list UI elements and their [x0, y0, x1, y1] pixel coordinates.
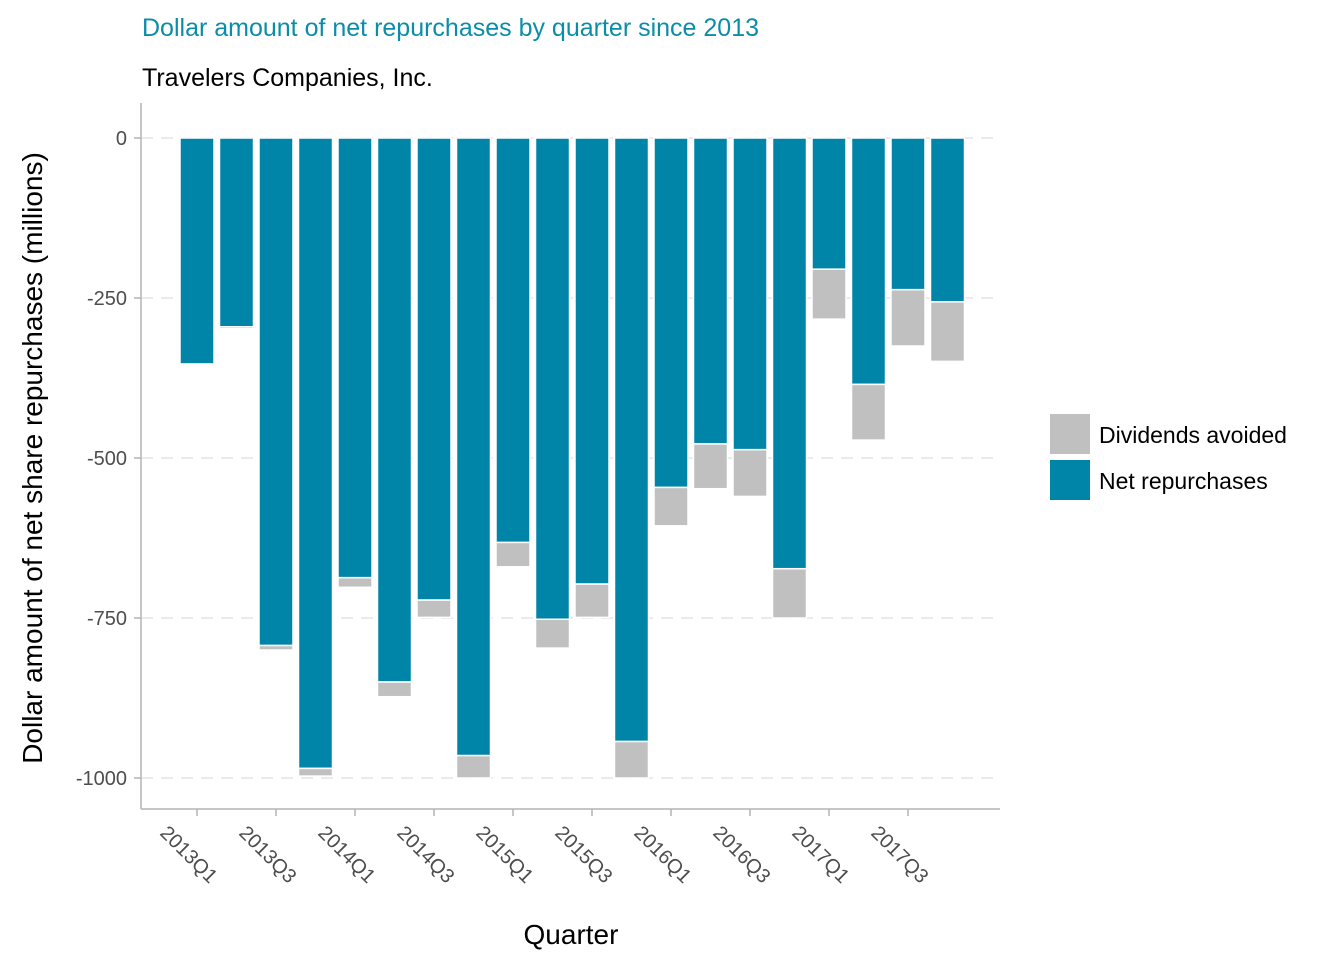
bar-net-repurchases — [218, 137, 255, 328]
y-tick-label: -750 — [87, 608, 127, 630]
bar-net-repurchases — [416, 137, 452, 601]
x-tick-label: 2013Q3 — [234, 822, 300, 888]
bar-net-repurchases — [811, 137, 847, 270]
bar-dividends-avoided — [850, 383, 887, 441]
bar-dividends-avoided — [376, 681, 413, 698]
y-tick-label: -250 — [87, 288, 127, 310]
y-tick-label: -500 — [87, 448, 127, 470]
bar-net-repurchases — [495, 137, 531, 544]
bar-net-repurchases — [258, 137, 294, 647]
bar-dividends-avoided — [929, 301, 966, 363]
x-tick-label: 2016Q3 — [708, 822, 774, 888]
x-tick-label: 2017Q1 — [787, 822, 853, 888]
bar-dividends-avoided — [771, 567, 808, 619]
bar-dividends-avoided — [258, 644, 294, 651]
x-ticks: 2013Q1 2013Q3 2014Q1 2014Q3 2015Q1 2015Q3 2016… — [155, 809, 932, 888]
bar-net-repurchases — [376, 137, 413, 683]
bar-dividends-avoided — [692, 443, 729, 490]
bar-dividends-avoided — [732, 448, 768, 498]
bar-dividends-avoided — [653, 486, 689, 527]
x-tick-label: 2014Q1 — [313, 822, 379, 888]
bar-net-repurchases — [179, 137, 215, 365]
bar-net-repurchases — [534, 137, 571, 621]
legend-label: Net repurchases — [1099, 468, 1268, 494]
bar-dividends-avoided — [574, 583, 610, 619]
x-tick-label: 2013Q1 — [155, 822, 221, 888]
bar-net-repurchases — [613, 137, 650, 743]
legend: Dividends avoided Net repurchases — [1050, 414, 1287, 500]
bar-net-repurchases — [890, 137, 926, 291]
x-axis-title: Quarter — [524, 919, 619, 950]
bar-net-repurchases — [297, 137, 334, 770]
y-ticks: 0 -250 -500 -750 -1000 — [76, 128, 141, 790]
x-tick-label: 2015Q1 — [471, 822, 537, 888]
chart-title: Dollar amount of net repurchases by quar… — [142, 14, 759, 42]
bar-dividends-avoided — [297, 767, 334, 777]
y-tick-label: -1000 — [76, 768, 127, 790]
bar-net-repurchases — [574, 137, 610, 585]
bar-dividends-avoided — [534, 618, 571, 649]
bar-dividends-avoided — [218, 326, 255, 330]
bar-net-repurchases — [850, 137, 887, 386]
chart-subtitle: Travelers Companies, Inc. — [142, 64, 433, 92]
x-tick-label: 2016Q1 — [629, 822, 695, 888]
bar-net-repurchases — [732, 137, 768, 451]
bar-dividends-avoided — [890, 288, 926, 347]
bar-dividends-avoided — [495, 541, 531, 568]
bar-dividends-avoided — [455, 754, 492, 779]
bars — [179, 137, 966, 779]
bar-dividends-avoided — [811, 268, 847, 320]
bar-dividends-avoided — [337, 576, 373, 589]
bar-dividends-avoided — [613, 740, 650, 779]
x-tick-label: 2017Q3 — [866, 822, 932, 888]
axes — [140, 103, 1000, 810]
legend-swatch — [1050, 460, 1090, 500]
x-tick-label: 2015Q3 — [550, 822, 616, 888]
bar-net-repurchases — [455, 137, 492, 757]
bar-net-repurchases — [653, 137, 689, 489]
y-tick-label: 0 — [116, 128, 127, 150]
legend-swatch — [1050, 414, 1090, 454]
bar-net-repurchases — [771, 137, 808, 570]
bar-net-repurchases — [337, 137, 373, 579]
bar-net-repurchases — [929, 137, 966, 303]
x-tick-label: 2014Q3 — [392, 822, 458, 888]
bar-dividends-avoided — [416, 599, 452, 619]
bar-net-repurchases — [692, 137, 729, 445]
legend-label: Dividends avoided — [1099, 422, 1287, 448]
y-axis-title: Dollar amount of net share repurchases (… — [17, 152, 48, 764]
